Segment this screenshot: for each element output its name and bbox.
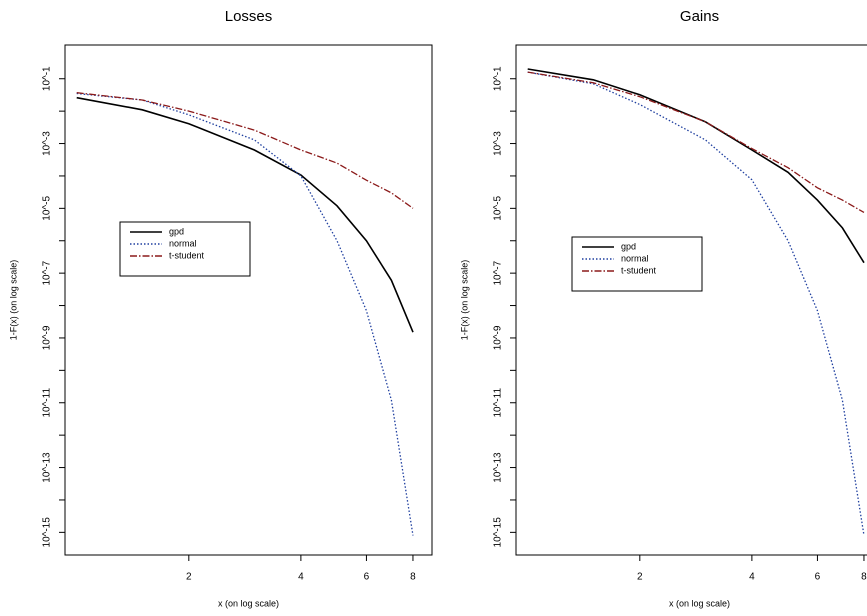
- x-tick-label: 4: [298, 572, 304, 583]
- y-tick-label: 10^-7: [493, 260, 504, 285]
- y-tick-label: 10^-5: [42, 196, 53, 221]
- x-tick-label: 8: [861, 572, 867, 583]
- legend-label: gpd: [621, 241, 636, 251]
- series-line: [76, 92, 414, 536]
- legend-label: t-student: [169, 250, 205, 260]
- chart-title: Gains: [680, 8, 719, 25]
- y-tick-label: 10^-11: [42, 388, 53, 418]
- plot-frame: [64, 44, 433, 556]
- legend-label: gpd: [169, 226, 184, 236]
- y-axis-label: 1-F(x) (on log scale): [459, 260, 469, 341]
- series-line: [527, 71, 865, 536]
- y-tick-label: 10^-11: [493, 388, 504, 418]
- y-tick-label: 10^-9: [42, 325, 53, 350]
- x-tick-label: 2: [637, 572, 643, 583]
- y-axis-label: 1-F(x) (on log scale): [8, 260, 18, 341]
- x-tick-label: 6: [364, 572, 370, 583]
- x-axis-label: x (on log scale): [669, 598, 730, 608]
- plot-frame: [515, 44, 867, 556]
- chart-title: Losses: [225, 8, 273, 25]
- legend-box: [571, 236, 703, 292]
- legend-label: normal: [621, 253, 649, 263]
- y-tick-label: 10^-1: [493, 66, 504, 91]
- x-tick-label: 8: [410, 572, 416, 583]
- x-tick-label: 6: [815, 572, 821, 583]
- series-line: [76, 96, 414, 333]
- x-tick-label: 2: [186, 572, 192, 583]
- y-tick-label: 10^-13: [42, 452, 53, 483]
- series-line: [76, 92, 414, 209]
- y-tick-label: 10^-3: [42, 131, 53, 156]
- series-line: [527, 68, 865, 264]
- y-tick-label: 10^-7: [42, 260, 53, 285]
- y-tick-label: 10^-5: [493, 196, 504, 221]
- x-axis-label: x (on log scale): [218, 598, 279, 608]
- y-tick-label: 10^-9: [493, 325, 504, 350]
- y-tick-label: 10^-15: [493, 517, 504, 548]
- series-line: [527, 71, 865, 213]
- y-tick-label: 10^-13: [493, 452, 504, 483]
- legend-label: normal: [169, 238, 197, 248]
- y-tick-label: 10^-3: [493, 131, 504, 156]
- y-tick-label: 10^-15: [42, 517, 53, 548]
- x-tick-label: 4: [749, 572, 755, 583]
- y-tick-label: 10^-1: [42, 66, 53, 91]
- legend-box: [119, 221, 251, 277]
- legend-label: t-student: [621, 265, 657, 275]
